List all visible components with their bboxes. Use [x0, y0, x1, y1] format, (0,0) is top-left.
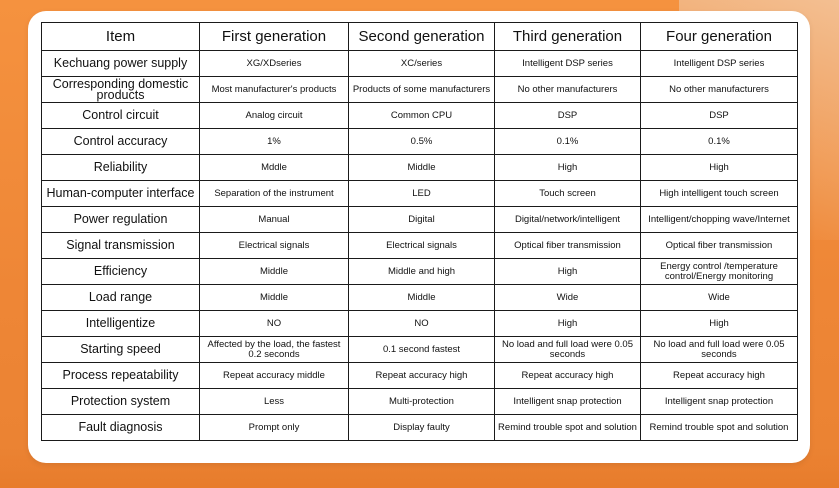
cell-item: Process repeatability — [41, 362, 200, 389]
cell-first-generation: Analog circuit — [199, 102, 349, 129]
cell-second-generation: NO — [348, 310, 495, 337]
cell-third-generation: 0.1% — [494, 128, 641, 155]
cell-second-generation: Middle and high — [348, 258, 495, 285]
cell-first-generation: Most manufacturer's products — [199, 76, 349, 103]
cell-third-generation: High — [494, 310, 641, 337]
cell-second-generation: Digital — [348, 206, 495, 233]
cell-first-generation: 1% — [199, 128, 349, 155]
header-third-generation: Third generation — [494, 22, 641, 51]
cell-second-generation: XC/series — [348, 50, 495, 77]
cell-item: Control accuracy — [41, 128, 200, 155]
cell-second-generation: LED — [348, 180, 495, 207]
cell-item: Fault diagnosis — [41, 414, 200, 441]
cell-third-generation: Touch screen — [494, 180, 641, 207]
table-row: Control circuit Analog circuit Common CPU D… — [41, 102, 798, 129]
cell-item: Control circuit — [41, 102, 200, 129]
cell-second-generation: Repeat accuracy high — [348, 362, 495, 389]
cell-third-generation: Digital/network/intelligent — [494, 206, 641, 233]
table-row: Signal transmission Electrical signals Ele… — [41, 232, 798, 259]
cell-item: Starting speed — [41, 336, 200, 363]
table-row: Reliability Mddle Middle High High — [41, 154, 798, 181]
cell-second-generation: Middle — [348, 154, 495, 181]
table-row: Corresponding domestic products Most manu… — [41, 76, 798, 103]
cell-four-generation: Energy control /temperature control/Ener… — [640, 258, 798, 285]
cell-third-generation: High — [494, 258, 641, 285]
cell-four-generation: High — [640, 154, 798, 181]
cell-first-generation: Prompt only — [199, 414, 349, 441]
cell-third-generation: DSP — [494, 102, 641, 129]
generation-comparison-table: Item First generation Second generation … — [41, 22, 798, 441]
table-row: Efficiency Middle Middle and high High Energ… — [41, 258, 798, 285]
cell-four-generation: DSP — [640, 102, 798, 129]
table-row: Protection system Less Multi-protection Int… — [41, 388, 798, 415]
cell-third-generation: No load and full load were 0.05 seconds — [494, 336, 641, 363]
cell-third-generation: Optical fiber transmission — [494, 232, 641, 259]
cell-first-generation: Less — [199, 388, 349, 415]
cell-item: Human-computer interface — [41, 180, 200, 207]
cell-second-generation: 0.5% — [348, 128, 495, 155]
cell-first-generation: Affected by the load, the fastest 0.2 se… — [199, 336, 349, 363]
header-four-generation: Four generation — [640, 22, 798, 51]
cell-second-generation: Display faulty — [348, 414, 495, 441]
header-item: Item — [41, 22, 200, 51]
cell-item: Signal transmission — [41, 232, 200, 259]
cell-item: Load range — [41, 284, 200, 311]
cell-item: Protection system — [41, 388, 200, 415]
cell-item: Intelligentize — [41, 310, 200, 337]
cell-second-generation: Common CPU — [348, 102, 495, 129]
cell-four-generation: Wide — [640, 284, 798, 311]
cell-first-generation: Separation of the instrument — [199, 180, 349, 207]
cell-first-generation: Mddle — [199, 154, 349, 181]
cell-first-generation: Repeat accuracy middle — [199, 362, 349, 389]
table-header-row: Item First generation Second generation … — [41, 22, 798, 51]
cell-first-generation: Electrical signals — [199, 232, 349, 259]
cell-four-generation: Intelligent snap protection — [640, 388, 798, 415]
cell-third-generation: Wide — [494, 284, 641, 311]
cell-four-generation: Optical fiber transmission — [640, 232, 798, 259]
cell-item: Corresponding domestic products — [41, 76, 200, 103]
cell-item: Reliability — [41, 154, 200, 181]
cell-first-generation: XG/XDseries — [199, 50, 349, 77]
cell-third-generation: Intelligent snap protection — [494, 388, 641, 415]
cell-four-generation: Repeat accuracy high — [640, 362, 798, 389]
table-row: Intelligentize NO NO High High — [41, 310, 798, 337]
cell-four-generation: No load and full load were 0.05 seconds — [640, 336, 798, 363]
table-row: Power regulation Manual Digital Digital/net… — [41, 206, 798, 233]
cell-second-generation: Products of some manufacturers — [348, 76, 495, 103]
cell-second-generation: 0.1 second fastest — [348, 336, 495, 363]
table-row: Load range Middle Middle Wide Wide — [41, 284, 798, 311]
cell-third-generation: Repeat accuracy high — [494, 362, 641, 389]
table-row: Control accuracy 1% 0.5% 0.1% 0.1% — [41, 128, 798, 155]
table-row: Process repeatability Repeat accuracy mid… — [41, 362, 798, 389]
cell-four-generation: 0.1% — [640, 128, 798, 155]
cell-third-generation: No other manufacturers — [494, 76, 641, 103]
cell-second-generation: Middle — [348, 284, 495, 311]
cell-four-generation: No other manufacturers — [640, 76, 798, 103]
cell-first-generation: Middle — [199, 258, 349, 285]
table-row: Kechuang power supply XG/XDseries XC/serie… — [41, 50, 798, 77]
cell-second-generation: Multi-protection — [348, 388, 495, 415]
header-second-generation: Second generation — [348, 22, 495, 51]
cell-four-generation: Intelligent DSP series — [640, 50, 798, 77]
cell-four-generation: Remind trouble spot and solution — [640, 414, 798, 441]
table-row: Starting speed Affected by the load, the … — [41, 336, 798, 363]
cell-four-generation: High — [640, 310, 798, 337]
cell-first-generation: Manual — [199, 206, 349, 233]
cell-first-generation: Middle — [199, 284, 349, 311]
cell-third-generation: Remind trouble spot and solution — [494, 414, 641, 441]
cell-four-generation: High intelligent touch screen — [640, 180, 798, 207]
cell-item: Power regulation — [41, 206, 200, 233]
cell-first-generation: NO — [199, 310, 349, 337]
cell-item: Kechuang power supply — [41, 50, 200, 77]
header-first-generation: First generation — [199, 22, 349, 51]
cell-third-generation: Intelligent DSP series — [494, 50, 641, 77]
cell-four-generation: Intelligent/chopping wave/Internet — [640, 206, 798, 233]
table-row: Fault diagnosis Prompt only Display faulty… — [41, 414, 798, 441]
table-row: Human-computer interface Separation of th… — [41, 180, 798, 207]
cell-second-generation: Electrical signals — [348, 232, 495, 259]
cell-third-generation: High — [494, 154, 641, 181]
cell-item: Efficiency — [41, 258, 200, 285]
